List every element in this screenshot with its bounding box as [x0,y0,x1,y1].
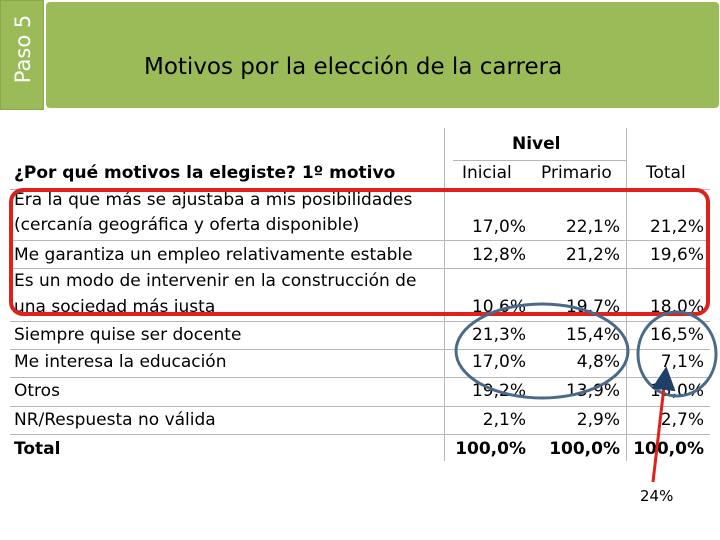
row-rule [10,240,710,241]
annotation-arrow [651,366,676,483]
cell-primario: 21,2% [565,245,620,265]
row-label: Era la que más se ajustaba a mis posibil… [14,190,413,210]
total-inicial: 100,0% [455,439,526,459]
row-label: Me garantiza un empleo relativamente est… [14,245,413,265]
cell-inicial: 21,3% [471,325,526,345]
cell-inicial: 17,0% [471,217,526,237]
step-tab: Paso 5 [0,0,44,110]
row-label: Siempre quise ser docente [14,325,242,345]
col-divider-label [444,128,445,461]
cell-total: 18,0% [649,297,704,317]
row-label: Es un modo de intervenir en la construcc… [14,271,417,291]
total-primario: 100,0% [549,439,620,459]
cell-primario: 19,7% [565,297,620,317]
cell-total: 2,7% [660,410,704,430]
cell-primario: 13,9% [565,381,620,401]
total-row-label: Total [14,439,61,459]
question-header: ¿Por qué motivos la elegiste? 1º motivo [14,163,396,183]
cell-primario: 4,8% [576,352,620,372]
highlight-rectangle [9,188,710,316]
col-header-total: Total [646,163,686,183]
cell-inicial: 12,8% [471,245,526,265]
title-banner: Motivos por la elección de la carrera [46,2,719,108]
col-header-inicial: Inicial [462,163,512,183]
row-rule [10,377,710,378]
cell-primario: 2,9% [576,410,620,430]
cell-total: 16,5% [649,325,704,345]
row-label: Otros [14,381,60,401]
cell-primario: 22,1% [565,217,620,237]
highlight-ellipse-inicial-primario [454,302,630,400]
slide-title: Motivos por la elección de la carrera [144,54,563,80]
row-rule [10,321,710,322]
cell-inicial: 17,0% [471,352,526,372]
row-rule [10,434,710,435]
row-label: NR/Respuesta no válida [14,410,216,430]
cell-primario: 15,4% [565,325,620,345]
row-label: Me interesa la educación [14,352,227,372]
row-label: (cercanía geográfica y oferta disponible… [14,215,360,235]
group-rule [453,160,626,161]
cell-total: 19,6% [649,245,704,265]
cell-inicial: 2,1% [482,410,526,430]
annotation-note: 24% [640,487,674,505]
group-header: Nivel [512,134,561,154]
row-rule [10,406,710,407]
cell-inicial: 10,6% [471,297,526,317]
row-rule [10,349,710,350]
col-divider-total [626,128,627,461]
col-header-primario: Primario [541,163,612,183]
total-total: 100,0% [633,439,704,459]
row-label: una sociedad más justa [14,297,216,317]
cell-total: 21,2% [649,217,704,237]
highlight-ellipse-total [636,310,718,398]
row-rule [10,268,710,269]
